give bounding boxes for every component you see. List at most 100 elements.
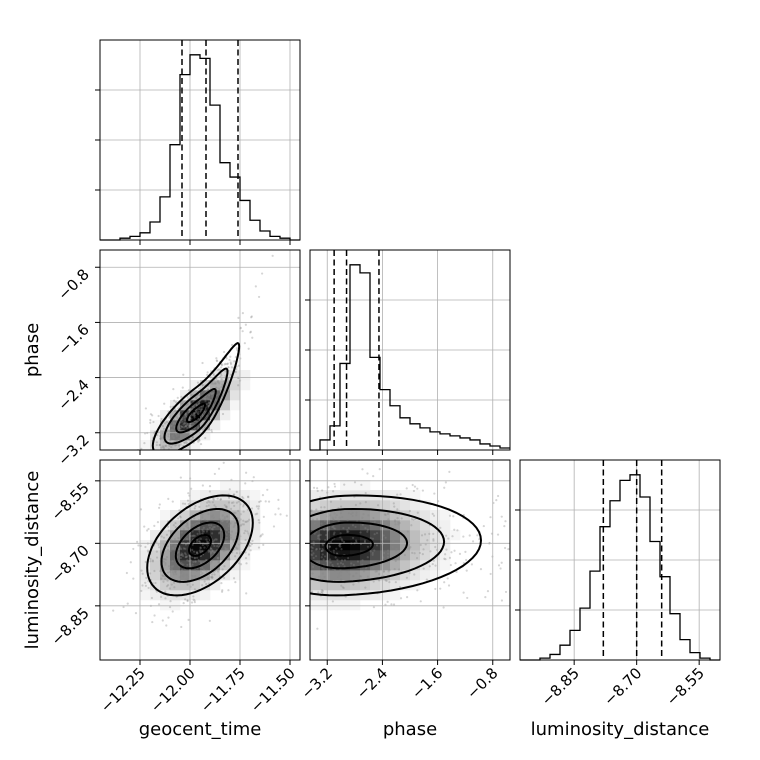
scatter-point — [322, 527, 325, 531]
scatter-point — [397, 568, 401, 571]
scatter-point — [302, 524, 304, 526]
scatter-point — [504, 590, 508, 594]
scatter-point — [187, 618, 190, 621]
scatter-point — [311, 553, 314, 557]
scatter-point — [166, 548, 170, 551]
scatter-point — [213, 539, 216, 542]
scatter-point — [244, 556, 248, 560]
scatter-point — [334, 516, 337, 519]
scatter-point — [387, 552, 390, 555]
scatter-point — [387, 522, 390, 525]
scatter-point — [183, 421, 186, 424]
scatter-point — [448, 514, 452, 517]
scatter-point — [352, 563, 355, 567]
scatter-point — [225, 536, 228, 539]
scatter-point — [245, 592, 248, 595]
scatter-point — [184, 543, 188, 546]
scatter-point — [203, 397, 206, 400]
scatter-point — [190, 422, 193, 425]
scatter-point — [312, 556, 315, 560]
scatter-point — [198, 530, 201, 533]
scatter-point — [163, 447, 166, 450]
scatter-point — [245, 562, 248, 565]
scatter-point — [226, 362, 229, 366]
density-cell — [150, 420, 161, 431]
scatter-point — [139, 508, 143, 511]
scatter-point — [321, 544, 324, 547]
scatter-point — [187, 502, 190, 506]
scatter-point — [172, 388, 175, 391]
scatter-point — [158, 443, 162, 446]
density-cell — [420, 560, 431, 571]
scatter-point — [167, 529, 170, 532]
scatter-point — [302, 513, 304, 515]
scatter-point — [387, 570, 390, 573]
scatter-point — [186, 422, 189, 425]
scatter-point — [213, 544, 216, 548]
scatter-point — [258, 568, 260, 570]
scatter-point — [497, 564, 501, 567]
scatter-point — [444, 481, 447, 484]
density-cell — [180, 420, 191, 431]
scatter-point — [203, 518, 207, 521]
scatter-point — [192, 550, 196, 553]
density-cell — [230, 400, 241, 411]
scatter-point — [340, 584, 343, 587]
scatter-point — [301, 557, 303, 559]
scatter-point — [230, 478, 233, 481]
scatter-point — [338, 516, 341, 519]
scatter-point — [193, 429, 196, 432]
scatter-point — [273, 572, 275, 574]
scatter-point — [366, 528, 369, 531]
scatter-point — [186, 599, 189, 602]
scatter-point — [336, 562, 339, 565]
scatter-point — [185, 574, 188, 577]
scatter-point — [225, 505, 228, 508]
scatter-point — [366, 472, 369, 475]
scatter-point — [229, 362, 233, 365]
scatter-point — [283, 527, 285, 529]
scatter-point — [216, 368, 219, 372]
scatter-point — [235, 490, 238, 493]
scatter-point — [249, 330, 252, 333]
density-cell — [170, 430, 181, 441]
scatter-point — [208, 485, 212, 488]
scatter-point — [172, 436, 176, 439]
scatter-point — [292, 510, 294, 512]
density-cell — [240, 380, 251, 391]
density-cell — [380, 490, 391, 501]
scatter-point — [393, 505, 396, 508]
scatter-point — [184, 433, 188, 436]
scatter-point — [206, 501, 209, 504]
scatter-point — [170, 565, 173, 568]
xtick-label-luminosity-distance-0: −8.85 — [538, 664, 583, 709]
scatter-point — [296, 571, 298, 573]
scatter-point — [421, 553, 424, 556]
scatter-point — [224, 370, 227, 373]
scatter-point — [310, 590, 314, 593]
scatter-point — [180, 571, 183, 574]
scatter-point — [447, 537, 450, 540]
scatter-point — [255, 505, 258, 508]
scatter-point — [212, 526, 215, 529]
scatter-point — [221, 364, 224, 367]
scatter-point — [182, 528, 185, 531]
scatter-point — [206, 577, 209, 580]
scatter-point — [367, 514, 370, 517]
scatter-point — [293, 540, 295, 542]
scatter-point — [165, 555, 169, 559]
scatter-point — [183, 416, 186, 419]
scatter-point — [500, 599, 504, 602]
scatter-point — [327, 486, 330, 489]
scatter-point — [160, 446, 163, 449]
scatter-point — [397, 521, 400, 524]
scatter-point — [458, 552, 462, 555]
scatter-point — [158, 443, 161, 447]
scatter-point — [201, 484, 204, 487]
scatter-point — [304, 575, 306, 577]
scatter-point — [207, 404, 210, 407]
scatter-point — [176, 396, 179, 399]
density-cell — [330, 490, 341, 501]
scatter-point — [211, 540, 215, 543]
scatter-point — [160, 535, 163, 538]
